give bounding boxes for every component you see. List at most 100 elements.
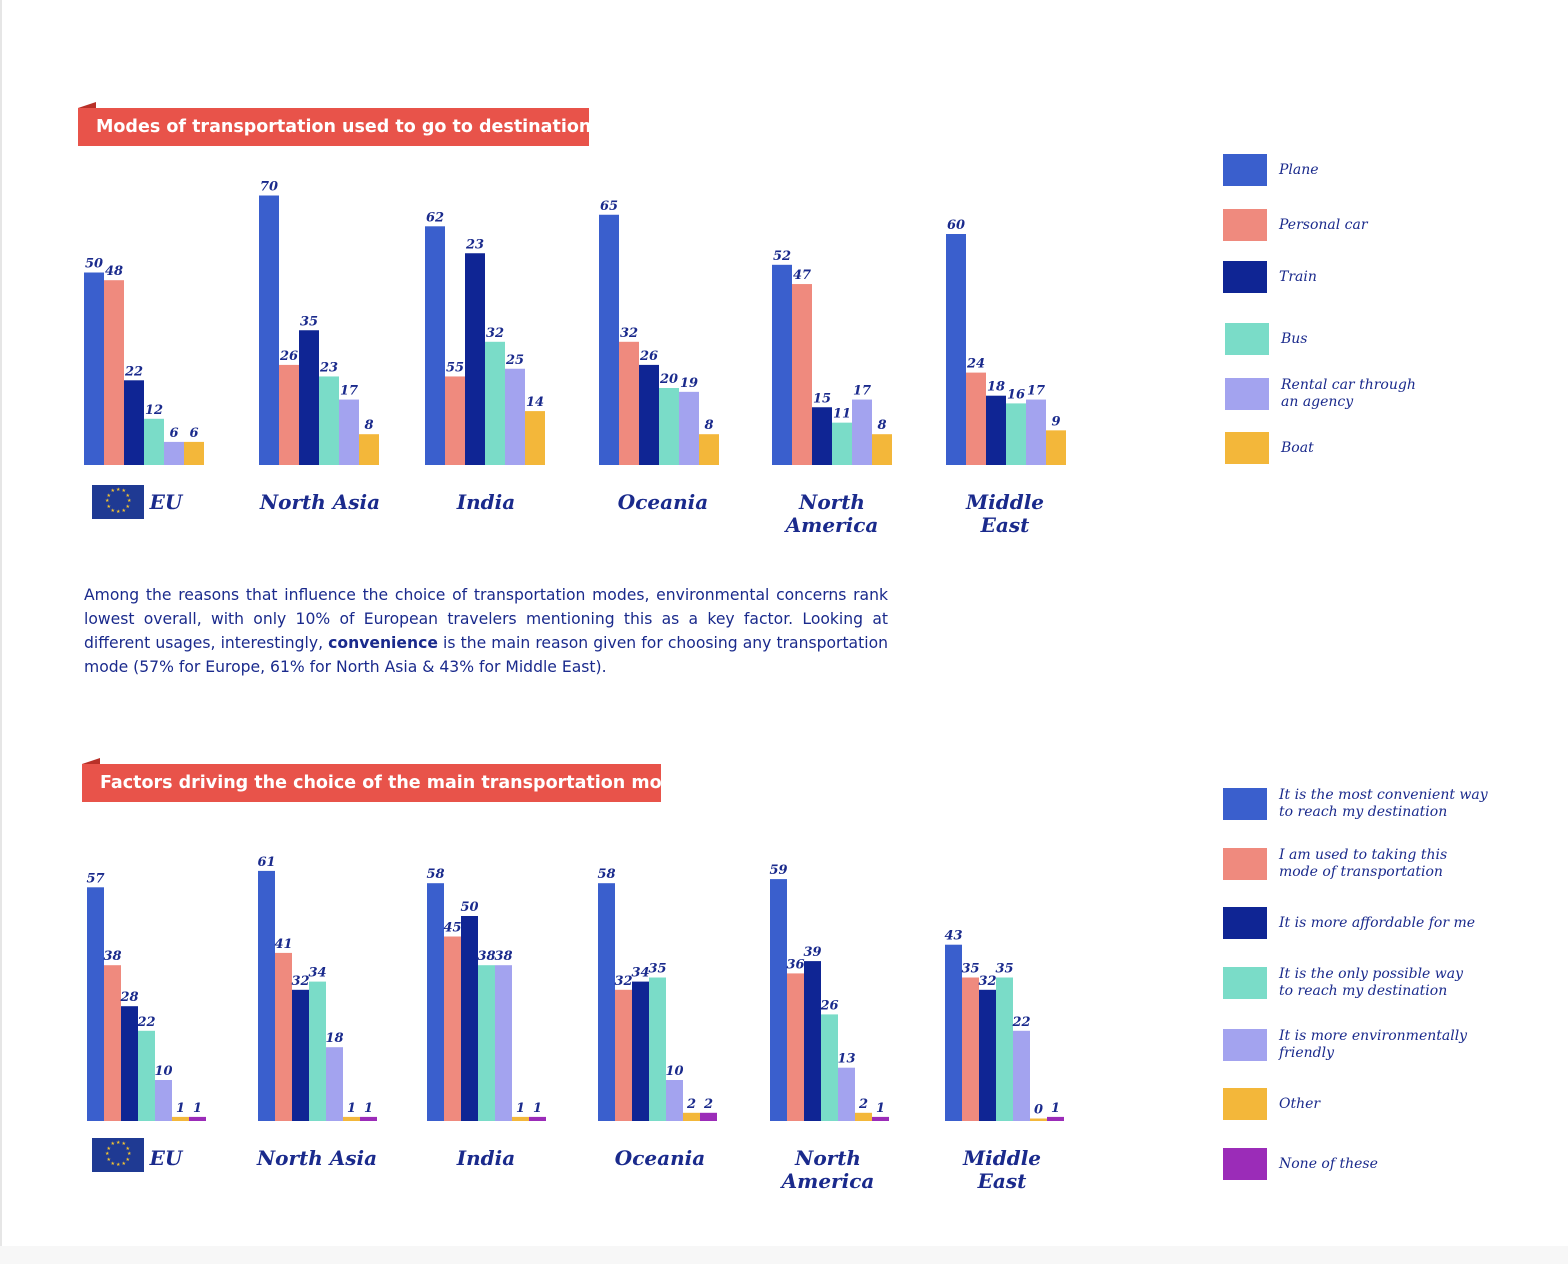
region-label-india: India — [456, 490, 516, 514]
data-label-india: 55 — [446, 360, 464, 375]
bar-oceania-it-is-more-affordable-for-me — [632, 981, 649, 1121]
eu-flag-icon: ★ ★ ★ ★ ★ ★ ★ ★ ★ ★ ★ ★ — [92, 1138, 144, 1172]
data-label-middle-east: 0 — [1034, 1103, 1043, 1118]
legend-label: It is more affordable for me — [1279, 914, 1476, 931]
data-label-eu: 48 — [105, 264, 123, 279]
data-label-middle-east: 1 — [1051, 1101, 1060, 1116]
data-label-india: 1 — [516, 1101, 525, 1116]
legend-label: It is more environmentally friendly — [1279, 1028, 1468, 1061]
data-label-north-america: 26 — [819, 998, 838, 1013]
summary-text-end: is the main reason given for choosing an… — [84, 634, 888, 676]
bar-india-it-is-the-only-possible-way-to — [478, 965, 495, 1121]
data-label-north-asia: 35 — [300, 314, 318, 329]
data-label-india: 45 — [443, 921, 461, 936]
data-label-oceania: 2 — [686, 1097, 696, 1112]
data-label-oceania: 2 — [703, 1097, 713, 1112]
data-label-oceania: 26 — [639, 349, 658, 364]
eu-star-icon: ★ — [127, 1151, 132, 1157]
bar-india-none-of-these — [529, 1116, 546, 1121]
bar-north-asia-train — [299, 330, 319, 465]
data-label-india: 58 — [426, 867, 444, 882]
legend-swatch — [1223, 907, 1267, 939]
data-label-india: 38 — [477, 949, 495, 964]
bar-oceania-it-is-the-only-possible-way-to — [649, 977, 666, 1121]
data-label-north-america: 8 — [877, 418, 886, 433]
legend-label: It is the only possible way to reach my … — [1279, 966, 1464, 999]
region-label-oceania: Oceania — [617, 490, 709, 514]
data-label-north-america: 2 — [858, 1097, 868, 1112]
legend-swatch — [1223, 848, 1267, 880]
legend-item: I am used to taking this mode of transpo… — [1223, 847, 1447, 881]
eu-star-icon: ★ — [106, 492, 111, 499]
region-label-north-america: North America — [785, 490, 879, 537]
data-label-north-asia: 8 — [364, 418, 373, 433]
region-label-middle-east: Middle East — [965, 490, 1045, 537]
data-label-eu: 57 — [86, 871, 104, 886]
data-label-eu: 38 — [103, 949, 121, 964]
bar-oceania-boat — [699, 434, 719, 465]
legend-label: Rental car through an agency — [1281, 377, 1416, 410]
bar-india-train — [465, 253, 485, 465]
bar-india-plane — [425, 226, 445, 465]
eu-star-icon: ★ — [105, 498, 110, 504]
bar-north-asia-bus — [319, 376, 339, 465]
legend-label: Other — [1279, 1095, 1321, 1112]
legend-swatch — [1225, 378, 1269, 410]
bar-north-asia-it-is-more-affordable-for-me — [292, 989, 309, 1121]
legend-item: Train — [1223, 261, 1317, 293]
legend-item: Rental car through an agency — [1225, 377, 1416, 411]
data-label-middle-east: 32 — [978, 974, 996, 989]
data-label-eu: 6 — [169, 426, 178, 441]
data-label-north-asia: 1 — [347, 1101, 356, 1116]
bar-india-other — [512, 1116, 529, 1121]
data-label-north-america: 15 — [813, 391, 831, 406]
bar-north-america-it-is-the-most-convenient-way- — [770, 879, 787, 1121]
legend-item: Other — [1223, 1088, 1320, 1120]
legend-label: Bus — [1281, 330, 1308, 347]
data-label-eu: 28 — [119, 990, 138, 1005]
data-label-india: 14 — [526, 395, 544, 410]
title-banner-flap — [82, 758, 100, 764]
bar-oceania-it-is-the-most-convenient-way- — [598, 883, 615, 1121]
bar-north-asia-i-am-used-to-taking-this-mode- — [275, 952, 292, 1121]
bar-oceania-plane — [599, 214, 619, 465]
data-label-middle-east: 18 — [987, 380, 1005, 395]
legend-item: It is the only possible way to reach my … — [1223, 966, 1463, 1000]
eu-star-icon: ★ — [106, 503, 111, 510]
data-label-oceania: 19 — [680, 376, 698, 391]
bar-india-boat — [525, 411, 545, 465]
eu-star-icon: ★ — [121, 488, 126, 495]
bar-north-asia-rental-car-through-an-agency — [339, 399, 359, 465]
data-label-eu: 1 — [193, 1101, 202, 1116]
bar-north-america-i-am-used-to-taking-this-mode- — [787, 973, 804, 1121]
data-label-india: 1 — [533, 1101, 542, 1116]
bar-middle-east-plane — [946, 234, 966, 465]
data-label-eu: 12 — [145, 403, 163, 418]
bar-india-i-am-used-to-taking-this-mode- — [444, 936, 461, 1121]
bar-north-america-other — [855, 1112, 872, 1121]
data-label-eu: 1 — [176, 1101, 185, 1116]
bar-middle-east-bus — [1006, 403, 1026, 465]
data-label-middle-east: 16 — [1007, 387, 1025, 402]
bar-india-bus — [485, 341, 505, 465]
data-label-north-asia: 18 — [325, 1031, 343, 1046]
page-left-rule — [0, 0, 2, 1264]
bar-eu-rental-car-through-an-agency — [164, 441, 184, 465]
eu-star-icon: ★ — [116, 1162, 121, 1168]
legend-swatch — [1223, 1088, 1267, 1120]
eu-star-icon: ★ — [125, 492, 130, 499]
bar-oceania-none-of-these — [700, 1112, 717, 1121]
bar-eu-it-is-the-most-convenient-way- — [87, 887, 104, 1121]
data-label-india: 38 — [494, 949, 512, 964]
data-label-oceania: 34 — [631, 966, 649, 981]
data-label-middle-east: 60 — [947, 218, 965, 233]
legend-swatch — [1223, 209, 1267, 241]
eu-star-icon: ★ — [125, 1156, 130, 1163]
data-label-north-america: 17 — [853, 384, 871, 399]
bar-north-america-personal-car — [792, 284, 812, 465]
bar-india-it-is-the-most-convenient-way- — [427, 883, 444, 1121]
data-label-india: 32 — [486, 326, 504, 341]
data-label-north-asia: 17 — [340, 384, 358, 399]
legend-swatch — [1223, 1148, 1267, 1180]
legend-item: It is the most convenient way to reach m… — [1223, 787, 1488, 821]
